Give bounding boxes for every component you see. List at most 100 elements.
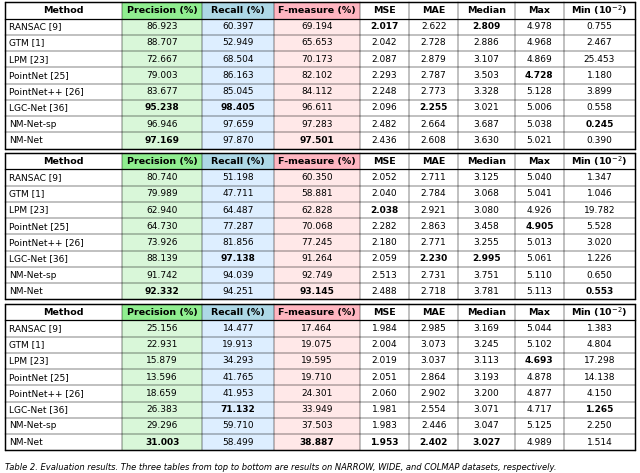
Text: 60.350: 60.350	[301, 173, 333, 182]
Bar	[564, 434, 635, 450]
Text: 14.477: 14.477	[223, 324, 254, 333]
Bar	[515, 402, 564, 418]
Text: 2.019: 2.019	[372, 357, 397, 366]
Text: 2.718: 2.718	[420, 287, 447, 296]
Text: NM-Net-sp: NM-Net-sp	[9, 271, 56, 280]
Bar	[564, 283, 635, 299]
Text: 2.255: 2.255	[419, 104, 448, 113]
Bar	[564, 418, 635, 434]
Text: 2.180: 2.180	[372, 238, 397, 247]
Text: 2.886: 2.886	[474, 38, 499, 47]
Text: MSE: MSE	[373, 157, 396, 166]
Bar	[515, 218, 564, 235]
Bar	[5, 35, 122, 51]
Bar	[5, 116, 122, 132]
Text: MSE: MSE	[373, 308, 396, 317]
Text: 77.287: 77.287	[223, 222, 254, 231]
Text: 52.949: 52.949	[223, 38, 254, 47]
Bar	[515, 132, 564, 149]
Text: 1.180: 1.180	[586, 71, 612, 80]
Text: 3.037: 3.037	[420, 357, 447, 366]
Bar	[275, 353, 360, 369]
Bar	[122, 2, 202, 18]
Text: Max: Max	[529, 157, 550, 166]
Text: 94.039: 94.039	[223, 271, 254, 280]
Bar	[515, 84, 564, 100]
Bar	[5, 153, 122, 169]
Text: 2.985: 2.985	[420, 324, 447, 333]
Bar	[409, 418, 458, 434]
Text: NM-Net: NM-Net	[9, 287, 43, 296]
Bar	[564, 337, 635, 353]
Bar	[515, 100, 564, 116]
Bar	[409, 218, 458, 235]
Text: 60.397: 60.397	[222, 22, 254, 31]
Text: 1.983: 1.983	[371, 421, 397, 430]
Text: 14.138: 14.138	[584, 373, 615, 382]
Text: 3.021: 3.021	[474, 104, 499, 113]
Bar	[458, 385, 515, 402]
Text: 37.503: 37.503	[301, 421, 333, 430]
Text: 2.809: 2.809	[472, 22, 500, 31]
Bar	[409, 186, 458, 202]
Text: LGC-Net [36]: LGC-Net [36]	[9, 104, 68, 113]
Bar	[202, 385, 275, 402]
Text: 97.169: 97.169	[145, 136, 180, 145]
Bar	[458, 18, 515, 35]
Bar	[275, 434, 360, 450]
Bar	[564, 169, 635, 186]
Text: 65.653: 65.653	[301, 38, 333, 47]
Text: Method: Method	[44, 6, 84, 15]
Bar	[515, 51, 564, 67]
Text: 91.264: 91.264	[301, 254, 333, 263]
Text: 2.731: 2.731	[420, 271, 447, 280]
Text: 5.006: 5.006	[526, 104, 552, 113]
Text: 91.742: 91.742	[147, 271, 178, 280]
Bar	[122, 116, 202, 132]
Bar	[5, 418, 122, 434]
Bar	[564, 100, 635, 116]
Bar	[409, 402, 458, 418]
Bar	[275, 369, 360, 385]
Bar	[360, 100, 409, 116]
Text: 4.150: 4.150	[586, 389, 612, 398]
Bar	[409, 18, 458, 35]
Text: 93.145: 93.145	[300, 287, 335, 296]
Text: 1.265: 1.265	[585, 405, 614, 414]
Bar	[515, 418, 564, 434]
Text: 88.707: 88.707	[147, 38, 178, 47]
Bar	[360, 169, 409, 186]
Text: 2.921: 2.921	[421, 206, 447, 215]
Bar	[564, 67, 635, 84]
Text: Max: Max	[529, 308, 550, 317]
Bar	[409, 153, 458, 169]
Text: 33.949: 33.949	[301, 405, 333, 414]
Bar	[458, 2, 515, 18]
Text: 3.169: 3.169	[474, 324, 499, 333]
Text: 2.446: 2.446	[421, 421, 446, 430]
Bar	[275, 67, 360, 84]
Bar	[515, 235, 564, 251]
Text: RANSAC [9]: RANSAC [9]	[9, 173, 61, 182]
Bar	[202, 251, 275, 267]
Bar	[5, 320, 122, 337]
Bar	[564, 304, 635, 320]
Text: 5.013: 5.013	[526, 238, 552, 247]
Bar	[5, 2, 122, 18]
Text: PointNet [25]: PointNet [25]	[9, 222, 68, 231]
Text: 47.711: 47.711	[223, 189, 254, 198]
Text: 85.045: 85.045	[223, 87, 254, 96]
Text: 3.781: 3.781	[474, 287, 499, 296]
Text: 2.282: 2.282	[372, 222, 397, 231]
Text: 58.881: 58.881	[301, 189, 333, 198]
Text: 0.390: 0.390	[586, 136, 612, 145]
Text: 3.113: 3.113	[474, 357, 499, 366]
Bar	[515, 2, 564, 18]
Text: 98.405: 98.405	[221, 104, 255, 113]
Bar	[202, 18, 275, 35]
Bar	[360, 369, 409, 385]
Bar	[202, 418, 275, 434]
Text: Median: Median	[467, 308, 506, 317]
Text: 2.040: 2.040	[372, 189, 397, 198]
Bar	[360, 51, 409, 67]
